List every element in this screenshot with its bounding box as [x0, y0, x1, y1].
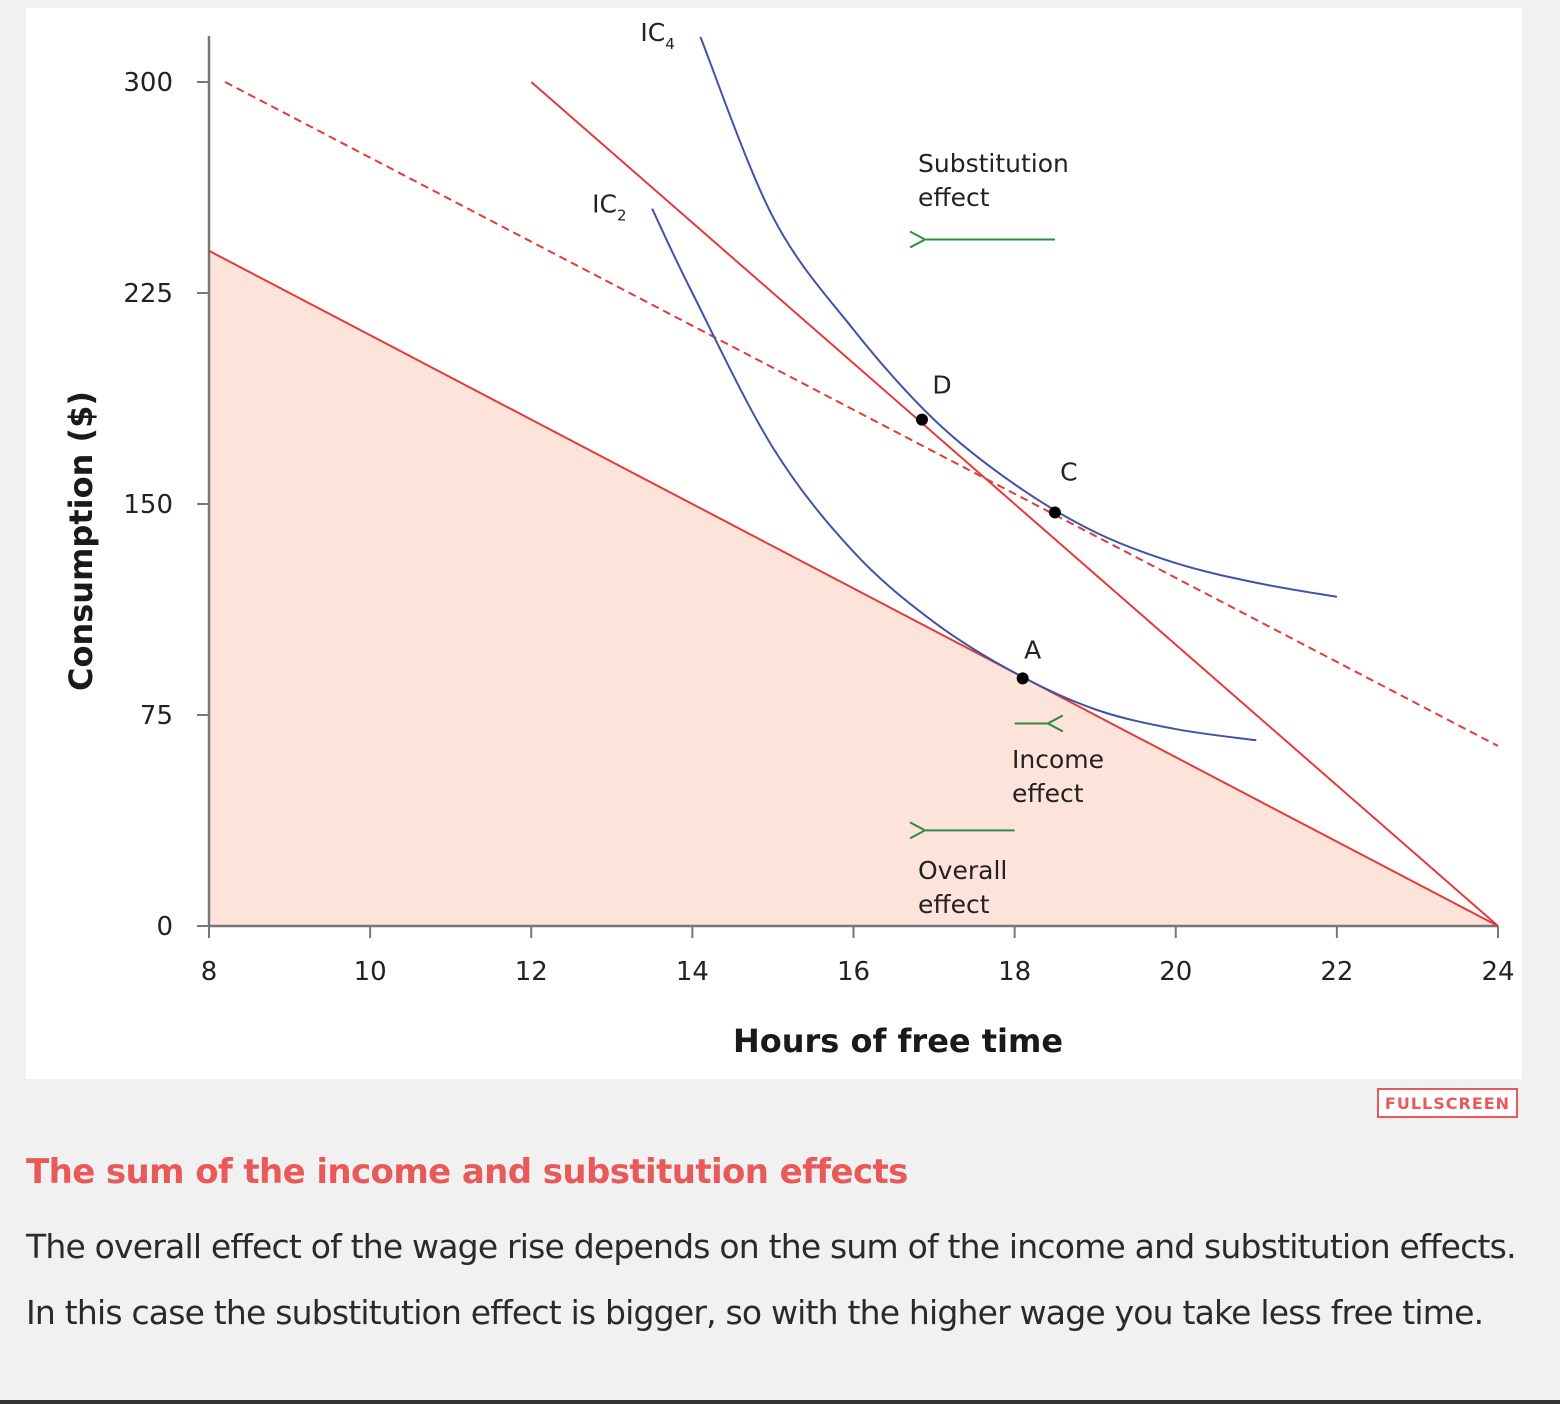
x-tick-label: 22	[1320, 957, 1353, 987]
labels-layer: IC2 IC4 A C D Substitution effect Income effect O…	[592, 18, 1104, 919]
fullscreen-button[interactable]: FULLSCREEN	[1377, 1088, 1518, 1118]
income-effect-label-line1: Income	[1012, 745, 1104, 774]
caption-title: The sum of the income and substitution e…	[26, 1152, 908, 1192]
point-d	[915, 413, 928, 426]
x-tick-label: 12	[515, 957, 548, 987]
lines-layer	[208, 36, 1499, 927]
point-a-label: A	[1024, 635, 1041, 664]
budget-line-1	[530, 81, 1499, 927]
substitution-effect-label-line2: effect	[918, 183, 990, 212]
substitution-effect-label-line1: Substitution	[918, 149, 1069, 178]
y-tick-label: 225	[123, 279, 173, 309]
budget-line-0	[208, 249, 1499, 927]
points-layer	[915, 413, 1061, 685]
overall-effect-label-line2: effect	[918, 890, 990, 919]
y-tick-label: 150	[123, 490, 173, 520]
income-effect-label-line2: effect	[1012, 779, 1084, 808]
x-axis-title: Hours of free time	[733, 1022, 1063, 1060]
ic4-subscript: 4	[665, 35, 675, 53]
indifference-curve-ic2	[651, 208, 1257, 742]
y-tick-label: 75	[140, 701, 173, 731]
y-axis-title: Consumption ($)	[62, 391, 100, 691]
x-tick-label: 24	[1481, 957, 1514, 987]
chart-panel: 8 10 12 14 16 18 20 22 24 0 75 150 225 300 IC2 IC4 A C D S…	[26, 8, 1522, 1079]
point-a	[1016, 672, 1029, 685]
x-tick-label: 20	[1159, 957, 1192, 987]
caption-body: The overall effect of the wage rise depe…	[26, 1227, 1517, 1332]
budget-line-dashed	[224, 81, 1499, 747]
ic4-label: IC4	[640, 18, 674, 53]
y-tick-label: 300	[123, 68, 173, 98]
x-tick-label: 8	[201, 957, 218, 987]
point-c-label: C	[1060, 457, 1077, 486]
y-tick-label: 0	[156, 912, 173, 942]
ic2-label: IC2	[592, 190, 626, 225]
point-c	[1048, 506, 1061, 519]
x-tick-label: 14	[676, 957, 709, 987]
indifference-curve-ic4	[699, 36, 1338, 598]
ic2-subscript: 2	[617, 207, 627, 225]
x-tick-label: 10	[354, 957, 387, 987]
x-tick-label: 16	[837, 957, 870, 987]
overall-effect-label-line1: Overall	[918, 856, 1007, 885]
bottom-divider	[0, 1400, 1560, 1404]
point-d-label: D	[932, 371, 951, 400]
x-tick-label: 18	[998, 957, 1031, 987]
